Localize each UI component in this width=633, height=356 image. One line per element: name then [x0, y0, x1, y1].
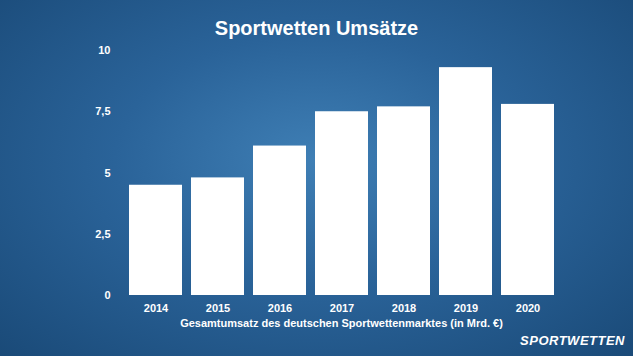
svg-text:2,5: 2,5	[95, 228, 110, 240]
svg-text:2016: 2016	[268, 302, 292, 314]
svg-text:10: 10	[98, 45, 110, 56]
svg-text:2014: 2014	[144, 302, 169, 314]
svg-text:0: 0	[104, 289, 110, 301]
svg-text:2017: 2017	[330, 302, 354, 314]
html-text:SPORTWETTEN: SPORTWETTEN	[520, 333, 625, 348]
svg-text:5: 5	[104, 167, 110, 179]
svg-text:2015: 2015	[206, 302, 230, 314]
html-text:Sportwetten Umsätze: Sportwetten Umsätze	[214, 17, 419, 39]
svg-text:7,5: 7,5	[95, 105, 110, 117]
svg-text:2018: 2018	[392, 302, 416, 314]
svg-text:2020: 2020	[516, 302, 540, 314]
svg-text:2019: 2019	[454, 302, 478, 314]
html-text:Gesamtumsatz des deutschen Spo: Gesamtumsatz des deutschen Sportwettenma…	[180, 317, 503, 329]
